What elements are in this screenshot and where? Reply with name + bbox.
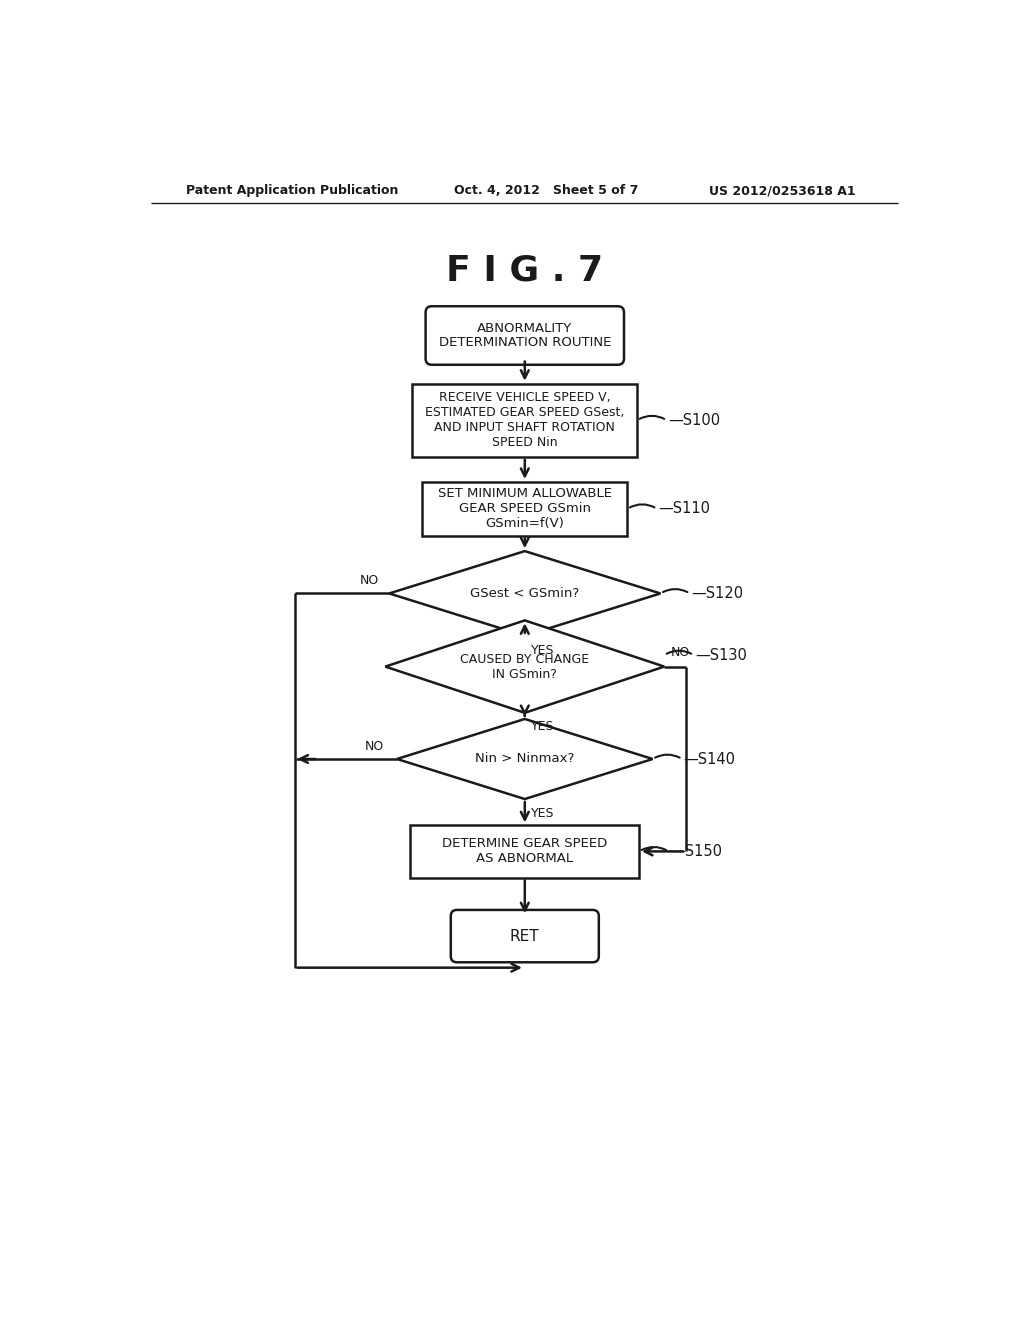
Text: US 2012/0253618 A1: US 2012/0253618 A1 — [710, 185, 856, 197]
Text: CAUSED BY CHANGE
IN GSmin?: CAUSED BY CHANGE IN GSmin? — [460, 652, 590, 681]
Text: Nin > Ninmax?: Nin > Ninmax? — [475, 752, 574, 766]
FancyBboxPatch shape — [426, 306, 624, 364]
FancyBboxPatch shape — [451, 909, 599, 962]
Text: —S140: —S140 — [684, 751, 735, 767]
Text: Oct. 4, 2012   Sheet 5 of 7: Oct. 4, 2012 Sheet 5 of 7 — [454, 185, 638, 197]
Text: —S100: —S100 — [669, 413, 720, 428]
Text: GSest < GSmin?: GSest < GSmin? — [470, 587, 580, 601]
Bar — [422, 482, 628, 536]
Text: YES: YES — [531, 721, 555, 734]
Text: ABNORMALITY
DETERMINATION ROUTINE: ABNORMALITY DETERMINATION ROUTINE — [438, 322, 611, 350]
Bar — [411, 825, 639, 878]
Text: YES: YES — [531, 807, 555, 820]
Text: SET MINIMUM ALLOWABLE
GEAR SPEED GSmin
GSmin=f(V): SET MINIMUM ALLOWABLE GEAR SPEED GSmin G… — [438, 487, 611, 531]
Text: YES: YES — [531, 644, 555, 656]
Bar — [413, 384, 637, 457]
Text: RET: RET — [510, 928, 540, 944]
Polygon shape — [385, 620, 665, 713]
Text: RECEIVE VEHICLE SPEED V,
ESTIMATED GEAR SPEED GSest,
AND INPUT SHAFT ROTATION
SP: RECEIVE VEHICLE SPEED V, ESTIMATED GEAR … — [425, 391, 625, 449]
Text: NO: NO — [365, 739, 384, 752]
Text: NO: NO — [359, 574, 379, 587]
Text: F I G . 7: F I G . 7 — [446, 253, 603, 286]
Text: —S110: —S110 — [658, 502, 711, 516]
Text: —S130: —S130 — [695, 648, 748, 663]
Polygon shape — [389, 552, 660, 636]
Text: —S120: —S120 — [691, 586, 743, 601]
Text: —S150: —S150 — [670, 843, 722, 859]
Polygon shape — [397, 719, 652, 799]
Text: DETERMINE GEAR SPEED
AS ABNORMAL: DETERMINE GEAR SPEED AS ABNORMAL — [442, 837, 607, 866]
Text: NO: NO — [671, 645, 690, 659]
Text: Patent Application Publication: Patent Application Publication — [186, 185, 398, 197]
